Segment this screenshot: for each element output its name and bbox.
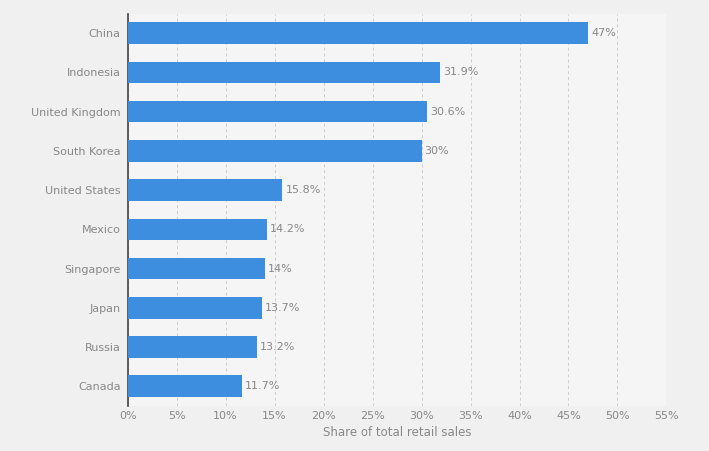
Bar — [128, 140, 422, 161]
Bar — [128, 297, 262, 318]
Text: 30.6%: 30.6% — [430, 106, 466, 117]
Bar — [128, 23, 588, 44]
Bar — [128, 179, 282, 201]
Bar — [128, 101, 428, 122]
Text: 47%: 47% — [591, 28, 616, 38]
Text: 15.8%: 15.8% — [285, 185, 320, 195]
Text: 14.2%: 14.2% — [269, 224, 305, 235]
Text: 11.7%: 11.7% — [245, 381, 281, 391]
Bar — [128, 376, 242, 397]
Text: 14%: 14% — [268, 263, 293, 274]
Text: 30%: 30% — [425, 146, 449, 156]
Bar — [128, 219, 267, 240]
Text: 13.7%: 13.7% — [264, 303, 300, 313]
X-axis label: Share of total retail sales: Share of total retail sales — [323, 426, 471, 439]
Bar — [128, 336, 257, 358]
Bar — [128, 258, 264, 279]
Text: 31.9%: 31.9% — [443, 67, 479, 78]
Bar — [128, 62, 440, 83]
Text: 13.2%: 13.2% — [260, 342, 295, 352]
